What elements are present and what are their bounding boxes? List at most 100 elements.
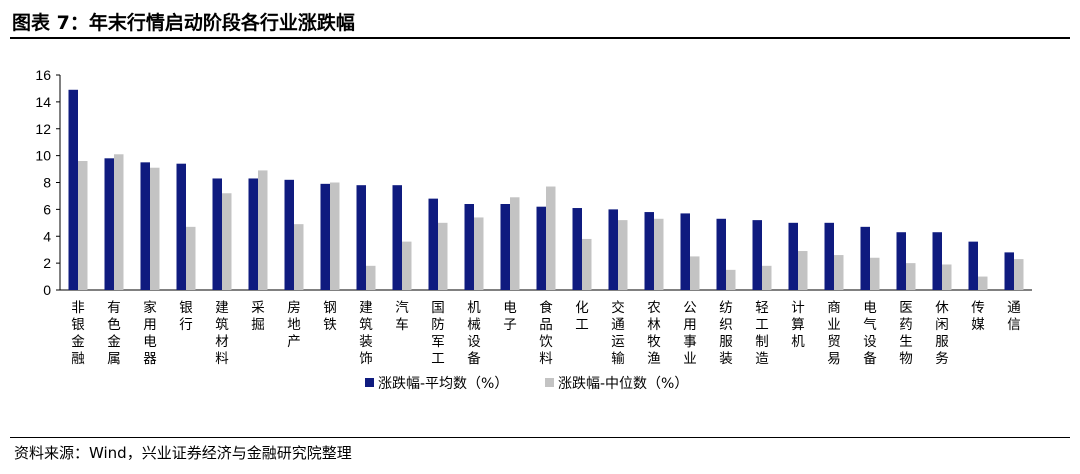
bar-median	[222, 193, 232, 290]
bar-mean	[68, 89, 78, 290]
bar-mean	[932, 232, 942, 290]
legend-mean-swatch	[365, 378, 374, 387]
x-category-label: 食品饮料	[539, 299, 553, 367]
x-category-label: 休闲服务	[935, 300, 949, 367]
y-tick-label: 6	[43, 201, 51, 217]
bar-median	[402, 241, 412, 291]
x-category-label: 有色金属	[107, 300, 121, 367]
bar-mean	[140, 162, 150, 290]
x-category-label: 电子	[503, 300, 517, 333]
bar-mean	[500, 204, 510, 290]
chart-title: 图表 7：年末行情启动阶段各行业涨跌幅	[12, 12, 355, 34]
x-category-label: 银行	[179, 300, 193, 333]
x-category-label: 农林牧渔	[647, 300, 661, 367]
bar-mean	[428, 198, 438, 291]
y-tick-label: 8	[43, 175, 51, 191]
bar-median	[582, 238, 592, 290]
bar-mean	[392, 185, 402, 290]
x-category-label: 建筑装饰	[359, 300, 373, 367]
legend-mean-label: 涨跌幅-平均数（%）	[378, 376, 508, 392]
bar-mean	[464, 204, 474, 290]
bar-mean	[104, 158, 114, 290]
bar-mean	[212, 178, 222, 290]
legend-median-swatch	[545, 378, 554, 387]
source-rule	[10, 437, 1070, 438]
source-note: 资料来源：Wind，兴业证券经济与金融研究院整理	[14, 444, 352, 462]
legend: 涨跌幅-平均数（%） 涨跌幅-中位数（%）	[365, 376, 688, 392]
bar-median	[690, 256, 700, 290]
bar-median	[618, 220, 628, 291]
bar-median	[870, 257, 880, 290]
bar-mean	[356, 185, 366, 290]
bar-mean	[788, 222, 798, 290]
x-category-label: 非银金融	[71, 300, 85, 367]
bar-median	[294, 224, 304, 290]
x-category-label: 钢铁	[323, 300, 337, 333]
bar-median	[726, 269, 736, 290]
x-category-label: 采掘	[251, 300, 265, 333]
bar-median	[942, 264, 952, 290]
bar-median	[438, 222, 448, 290]
bar-median	[654, 218, 664, 290]
x-category-label: 计算机	[791, 300, 805, 350]
x-category-label: 纺织服装	[719, 300, 733, 367]
bar-mean	[644, 212, 654, 290]
bar-mean	[716, 218, 726, 290]
bar-mean	[536, 206, 546, 290]
x-category-label: 汽车	[395, 300, 409, 333]
bar-median	[1014, 259, 1024, 290]
bar-mean	[860, 226, 870, 290]
bar-mean	[608, 209, 618, 291]
bar-mean	[320, 183, 330, 290]
x-category-label: 国防军工	[431, 300, 445, 367]
x-category-label: 传媒	[971, 300, 985, 333]
x-category-label: 电气设备	[863, 300, 877, 367]
bar-median	[834, 255, 844, 290]
x-category-label: 公用事业	[683, 300, 697, 367]
bar-median	[474, 217, 484, 290]
title-rule	[10, 37, 1070, 39]
x-category-label: 化工	[575, 300, 589, 333]
bar-median	[258, 170, 268, 290]
bar-median	[762, 265, 772, 290]
y-tick-label: 0	[43, 282, 51, 298]
legend-median-label: 涨跌幅-中位数（%）	[558, 376, 688, 392]
bar-mean	[752, 220, 762, 291]
y-tick-label: 10	[35, 148, 51, 164]
bar-median	[978, 276, 988, 290]
bar-median	[330, 182, 340, 290]
bar-mean	[176, 163, 186, 290]
bar-mean	[680, 213, 690, 290]
bar-mean	[824, 222, 834, 290]
bar-median	[114, 154, 124, 290]
y-tick-label: 16	[35, 67, 51, 83]
bar-median	[510, 197, 520, 290]
bar-median	[150, 167, 160, 290]
bar-median	[78, 161, 88, 290]
bar-median	[798, 251, 808, 290]
bar-median	[366, 265, 376, 290]
x-category-label: 交通运输	[611, 299, 625, 367]
chart-bars	[68, 89, 1024, 291]
y-tick-label: 4	[43, 228, 51, 244]
bar-mean	[248, 178, 258, 290]
y-tick-label: 2	[43, 255, 51, 271]
x-category-label: 房地产	[287, 300, 301, 350]
x-category-label: 家用电器	[143, 299, 157, 367]
bar-median	[546, 186, 556, 290]
y-tick-label: 12	[35, 121, 51, 137]
y-tick-label: 14	[35, 94, 51, 110]
x-category-label: 商业贸易	[827, 300, 841, 367]
category-labels: 非银金融 有色金属 家用电器 银行 建筑材料 采掘 房地产 钢铁 建筑装饰 汽车 国防军工 机械设备 电…	[71, 299, 1021, 367]
bar-mean	[1004, 252, 1014, 291]
x-category-label: 建筑材料	[215, 300, 229, 367]
bar-median	[906, 263, 916, 291]
bar-median	[186, 226, 196, 290]
x-category-label: 轻工制造	[755, 300, 769, 367]
bar-mean	[896, 232, 906, 290]
x-category-label: 医药生物	[899, 300, 913, 367]
bar-mean	[284, 179, 294, 290]
x-category-label: 通信	[1007, 300, 1021, 333]
x-category-label: 机械设备	[467, 300, 481, 367]
